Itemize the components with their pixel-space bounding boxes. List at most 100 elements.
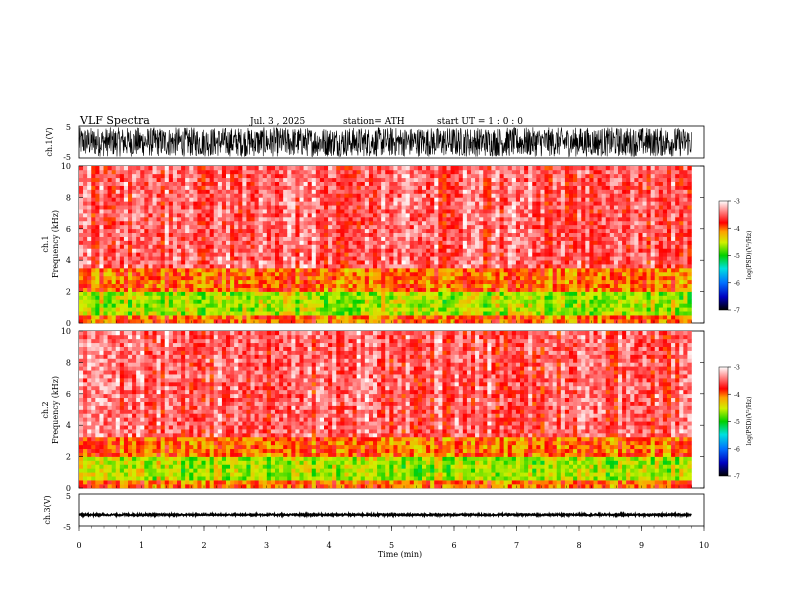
spec1-cell bbox=[577, 307, 582, 312]
spec1-cell bbox=[328, 244, 333, 249]
spec1-cell bbox=[230, 311, 235, 316]
spec1-cell bbox=[185, 240, 190, 245]
spec1-cell bbox=[560, 303, 566, 308]
spec1-cell bbox=[397, 177, 402, 182]
spec1-cell bbox=[450, 279, 455, 285]
spec1-cell bbox=[189, 232, 194, 237]
spec1-cell bbox=[585, 256, 590, 261]
spec1-cell bbox=[393, 256, 398, 261]
spec1-cell bbox=[495, 271, 500, 277]
spec1-cell bbox=[385, 166, 390, 171]
spec1-cell bbox=[79, 213, 84, 218]
spec1-cell bbox=[532, 181, 537, 186]
spec1-cell bbox=[87, 181, 92, 186]
spec1-cell bbox=[499, 315, 504, 320]
spec1-cell bbox=[205, 177, 210, 182]
spec1-cell bbox=[234, 303, 239, 308]
spec1-cell bbox=[438, 303, 443, 308]
spec1-cell bbox=[417, 209, 423, 214]
spec1-cell bbox=[454, 264, 460, 269]
spec1-cell bbox=[564, 287, 570, 292]
spec1-cell bbox=[144, 224, 149, 230]
spec1-cell bbox=[95, 275, 100, 281]
spec1-cell bbox=[405, 193, 411, 198]
spec1-cell bbox=[573, 185, 578, 190]
spec1-cell bbox=[458, 287, 464, 292]
spec1-cell bbox=[99, 315, 104, 320]
spec1-cell bbox=[487, 264, 492, 269]
spec1-cell bbox=[585, 315, 590, 320]
spec1-cell bbox=[564, 252, 570, 257]
spec1-cell bbox=[536, 232, 541, 237]
spec1-cell bbox=[128, 173, 133, 179]
spec1-cell bbox=[556, 244, 562, 249]
spec1-cell bbox=[491, 220, 496, 226]
spec1-cell bbox=[128, 209, 133, 214]
spec1-cell bbox=[168, 201, 174, 206]
spec1-cell bbox=[483, 201, 488, 206]
spec1-cell bbox=[389, 213, 394, 218]
spec1-cell bbox=[340, 209, 345, 214]
spec1-cell bbox=[536, 240, 541, 245]
spec1-cell bbox=[262, 217, 268, 222]
spec1-cell bbox=[438, 205, 443, 210]
spec1-cell bbox=[299, 166, 304, 171]
spec1-cell bbox=[544, 228, 549, 234]
spec1-cell bbox=[136, 197, 141, 202]
spec1-cell bbox=[336, 193, 341, 198]
spec1-cell bbox=[340, 283, 345, 288]
spec1-cell bbox=[79, 177, 84, 182]
spec1-cell bbox=[168, 217, 174, 222]
spec1-cell bbox=[438, 295, 443, 300]
spec1-cell bbox=[556, 173, 562, 179]
spec1-cell bbox=[364, 283, 370, 288]
spec1-cell bbox=[499, 181, 504, 186]
spec1-cell bbox=[160, 291, 166, 296]
spec1-cell bbox=[250, 264, 255, 269]
spec1-cell bbox=[573, 205, 578, 210]
spec1-cell bbox=[303, 228, 308, 234]
spec1-cell bbox=[503, 189, 509, 194]
spec1-cell bbox=[152, 189, 157, 194]
spec1-cell bbox=[136, 173, 141, 179]
spec1-cell bbox=[132, 209, 137, 214]
spec1-cell bbox=[524, 166, 529, 171]
spec1-cell bbox=[172, 213, 178, 218]
spec1-cell bbox=[389, 197, 394, 202]
spec1-cell bbox=[581, 315, 586, 320]
spec1-cell bbox=[83, 256, 88, 261]
spec1-cell bbox=[279, 232, 284, 237]
spec1-cell bbox=[577, 311, 582, 316]
spec1-cell bbox=[581, 220, 586, 226]
spec1-cell bbox=[91, 205, 96, 210]
spec1-cell bbox=[503, 295, 509, 300]
spec1-cell bbox=[181, 232, 186, 237]
spec1-cell bbox=[397, 236, 402, 241]
spec1-cell bbox=[328, 220, 333, 226]
spec1-cell bbox=[111, 177, 117, 182]
spec1-cell bbox=[487, 220, 492, 226]
spec1-cell bbox=[299, 217, 304, 222]
spec1-cell bbox=[140, 220, 145, 226]
spec1-cell bbox=[560, 217, 566, 222]
spec1-cell bbox=[95, 205, 100, 210]
spec1-cell bbox=[221, 236, 227, 241]
spec1-cell bbox=[140, 260, 145, 265]
spec1-cell bbox=[491, 260, 496, 265]
spec1-cell bbox=[250, 319, 255, 324]
spec1-cell bbox=[111, 291, 117, 296]
spec1-cell bbox=[91, 193, 96, 198]
spec1-cell bbox=[389, 232, 394, 237]
spec1-cell bbox=[168, 209, 174, 214]
spec1-cell bbox=[209, 224, 215, 230]
spec1-cell bbox=[413, 287, 419, 292]
spec1-cell bbox=[299, 224, 304, 230]
spec1-cell bbox=[213, 311, 219, 316]
spec1-cell bbox=[299, 311, 304, 316]
spec1-cell bbox=[152, 193, 157, 198]
spec1-cell bbox=[544, 319, 549, 324]
spec1-cell bbox=[348, 220, 353, 226]
spec1-cell bbox=[291, 279, 296, 285]
spec1-cell bbox=[209, 279, 215, 285]
spec1-cell bbox=[128, 319, 133, 324]
